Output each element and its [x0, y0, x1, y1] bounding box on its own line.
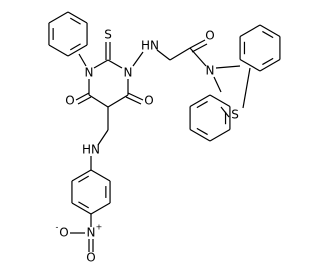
bond: [67, 11, 88, 24]
atom-label: N: [85, 66, 94, 80]
bond: [169, 47, 191, 61]
bond: [71, 202, 92, 215]
atom-label: O: [86, 251, 95, 265]
charge: +: [96, 223, 103, 232]
atom-label: O: [65, 94, 74, 108]
bond: [191, 43, 208, 53]
bond: [107, 59, 123, 69]
atom-label: S: [104, 28, 112, 42]
structure: S N N HN O N S O O HN N + O - O: [48, 11, 281, 265]
bond: [196, 100, 208, 109]
bond: [78, 201, 90, 209]
atom-label: S: [231, 108, 239, 122]
atom-label: O: [59, 226, 68, 240]
bond: [189, 94, 211, 108]
bond: [125, 96, 142, 105]
bond: [69, 43, 81, 51]
bond: [242, 67, 251, 109]
bond: [209, 128, 231, 142]
bond: [71, 169, 92, 182]
bond: [213, 76, 222, 93]
bond: [220, 106, 230, 118]
bond: [239, 24, 261, 38]
bond: [132, 51, 144, 67]
bond: [67, 44, 88, 57]
bond: [196, 127, 208, 136]
bond: [209, 94, 231, 108]
bond: [239, 58, 261, 72]
bond: [215, 65, 241, 69]
bond: [78, 175, 90, 183]
bond: [262, 57, 274, 66]
atom-label: O: [205, 29, 214, 43]
atom-label: HN: [141, 39, 159, 53]
bond: [90, 202, 111, 215]
bond: [189, 47, 207, 67]
atom-label: HN: [82, 143, 100, 157]
bond: [48, 11, 69, 24]
charge: -: [56, 223, 59, 232]
bond: [78, 53, 87, 67]
bond: [107, 94, 129, 108]
atom-label: N: [206, 64, 215, 78]
atom-label: N: [124, 66, 133, 80]
bond: [90, 169, 111, 182]
bond: [189, 128, 211, 142]
bond: [77, 96, 92, 105]
bond: [75, 92, 90, 101]
bond: [93, 59, 109, 69]
bond: [262, 30, 274, 39]
bonds: [48, 11, 281, 252]
bond: [259, 24, 281, 38]
bond: [97, 129, 109, 146]
atom-label: O: [144, 94, 153, 108]
bond: [189, 39, 206, 49]
bond: [88, 94, 109, 108]
bond: [48, 44, 69, 57]
atom-label: N: [87, 226, 96, 240]
bond: [127, 92, 144, 101]
bond: [156, 49, 171, 61]
bond: [69, 17, 81, 25]
bond: [259, 58, 281, 72]
